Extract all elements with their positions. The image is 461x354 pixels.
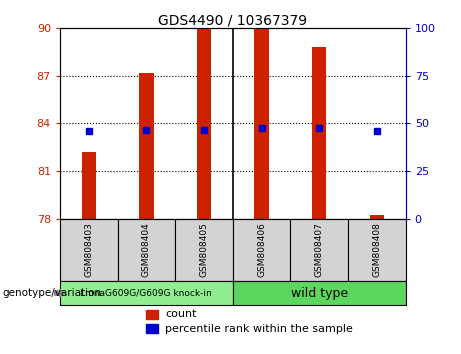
- Text: GSM808406: GSM808406: [257, 222, 266, 277]
- Text: LmnaG609G/G609G knock-in: LmnaG609G/G609G knock-in: [81, 289, 212, 298]
- Bar: [139, 73, 154, 219]
- Bar: [233, 219, 290, 281]
- Bar: [147, 310, 159, 319]
- Text: count: count: [165, 309, 197, 320]
- Bar: [370, 216, 384, 219]
- Bar: [348, 219, 406, 281]
- Bar: [175, 219, 233, 281]
- Text: GSM808404: GSM808404: [142, 222, 151, 277]
- Bar: [197, 28, 211, 219]
- Bar: [118, 219, 175, 281]
- Text: GSM808403: GSM808403: [84, 222, 93, 277]
- Bar: [147, 324, 159, 333]
- Bar: [254, 28, 269, 219]
- Bar: [82, 152, 96, 219]
- Bar: [60, 281, 233, 305]
- Text: wild type: wild type: [291, 286, 348, 299]
- Text: GSM808408: GSM808408: [372, 222, 381, 277]
- Text: GSM808407: GSM808407: [315, 222, 324, 277]
- Text: percentile rank within the sample: percentile rank within the sample: [165, 324, 353, 333]
- Text: genotype/variation: genotype/variation: [2, 288, 101, 298]
- Bar: [312, 47, 326, 219]
- Text: GSM808405: GSM808405: [200, 222, 208, 277]
- Bar: [290, 219, 348, 281]
- Title: GDS4490 / 10367379: GDS4490 / 10367379: [158, 13, 307, 27]
- Bar: [60, 219, 118, 281]
- Bar: [233, 281, 406, 305]
